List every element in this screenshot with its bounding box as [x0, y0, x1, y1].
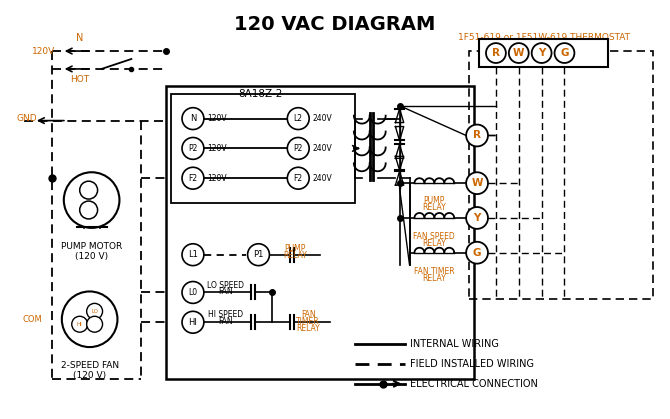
Circle shape [287, 108, 309, 129]
Text: L1: L1 [188, 250, 198, 259]
Text: HOT: HOT [70, 75, 89, 84]
Text: F2: F2 [293, 174, 303, 183]
Circle shape [182, 311, 204, 333]
Text: COM: COM [22, 315, 42, 324]
Text: 240V: 240V [312, 114, 332, 123]
Text: P2: P2 [293, 144, 303, 153]
Text: P1: P1 [253, 250, 264, 259]
Text: R: R [492, 48, 500, 58]
Circle shape [182, 108, 204, 129]
Text: FAN: FAN [218, 317, 233, 326]
Text: 1F51-619 or 1F51W-619 THERMOSTAT: 1F51-619 or 1F51W-619 THERMOSTAT [458, 33, 630, 42]
Text: 240V: 240V [312, 174, 332, 183]
Bar [166, 86, 474, 379]
Text: 120 VAC DIAGRAM: 120 VAC DIAGRAM [234, 16, 436, 34]
Circle shape [466, 242, 488, 264]
Text: ELECTRICAL CONNECTION: ELECTRICAL CONNECTION [409, 379, 537, 389]
Circle shape [182, 167, 204, 189]
Text: W: W [471, 178, 483, 188]
Text: RELAY: RELAY [296, 324, 320, 333]
Circle shape [80, 201, 98, 219]
Text: (120 V): (120 V) [75, 252, 108, 261]
Circle shape [287, 137, 309, 159]
Text: HI SPEED: HI SPEED [208, 310, 243, 319]
Text: 8A18Z-2: 8A18Z-2 [239, 89, 283, 99]
Text: W: W [513, 48, 525, 58]
Text: TIMER: TIMER [296, 317, 320, 326]
Text: FAN: FAN [301, 310, 316, 319]
Bar [171, 94, 355, 203]
Text: FAN TIMER: FAN TIMER [414, 266, 455, 276]
Text: N: N [76, 33, 83, 43]
Text: FAN: FAN [218, 287, 233, 297]
Circle shape [532, 43, 551, 63]
Text: 120V: 120V [32, 47, 55, 56]
Text: Y: Y [538, 48, 545, 58]
Circle shape [182, 244, 204, 266]
Circle shape [182, 282, 204, 303]
Text: PUMP: PUMP [423, 196, 445, 205]
Text: G: G [473, 248, 481, 258]
Text: 120V: 120V [207, 114, 226, 123]
Text: FIELD INSTALLED WIRING: FIELD INSTALLED WIRING [409, 359, 533, 369]
Circle shape [466, 207, 488, 229]
Circle shape [86, 316, 103, 332]
Text: (120 V): (120 V) [73, 371, 107, 380]
Circle shape [72, 316, 88, 332]
Text: PUMP: PUMP [285, 244, 306, 253]
Bar [469, 51, 653, 300]
Circle shape [555, 43, 574, 63]
Text: P2: P2 [188, 144, 198, 153]
Circle shape [62, 292, 117, 347]
Bar [479, 39, 608, 67]
Text: 120V: 120V [207, 144, 226, 153]
Text: 2-SPEED FAN: 2-SPEED FAN [60, 361, 119, 370]
Text: L2: L2 [293, 114, 303, 123]
Text: LO: LO [91, 309, 98, 314]
Text: R: R [473, 130, 481, 140]
Circle shape [287, 167, 309, 189]
Text: RELAY: RELAY [423, 239, 446, 248]
Circle shape [466, 124, 488, 146]
Text: 120V: 120V [207, 174, 226, 183]
Text: Y: Y [474, 213, 481, 223]
Text: F2: F2 [188, 174, 198, 183]
Text: FAN SPEED: FAN SPEED [413, 232, 455, 241]
Text: G: G [560, 48, 569, 58]
Text: HI: HI [188, 318, 198, 327]
Text: RELAY: RELAY [283, 251, 307, 260]
Text: GND: GND [16, 114, 37, 123]
Text: 240V: 240V [312, 144, 332, 153]
Circle shape [182, 137, 204, 159]
Circle shape [248, 244, 269, 266]
Text: L0: L0 [188, 288, 198, 297]
Circle shape [466, 172, 488, 194]
Text: RELAY: RELAY [423, 203, 446, 212]
Text: RELAY: RELAY [423, 274, 446, 282]
Circle shape [86, 303, 103, 319]
Text: INTERNAL WIRING: INTERNAL WIRING [409, 339, 498, 349]
Text: N: N [190, 114, 196, 123]
Text: PUMP MOTOR: PUMP MOTOR [61, 242, 122, 251]
Circle shape [64, 172, 119, 228]
Circle shape [80, 181, 98, 199]
Circle shape [486, 43, 506, 63]
Circle shape [509, 43, 529, 63]
Text: LO SPEED: LO SPEED [207, 281, 245, 290]
Text: HI: HI [77, 322, 82, 327]
